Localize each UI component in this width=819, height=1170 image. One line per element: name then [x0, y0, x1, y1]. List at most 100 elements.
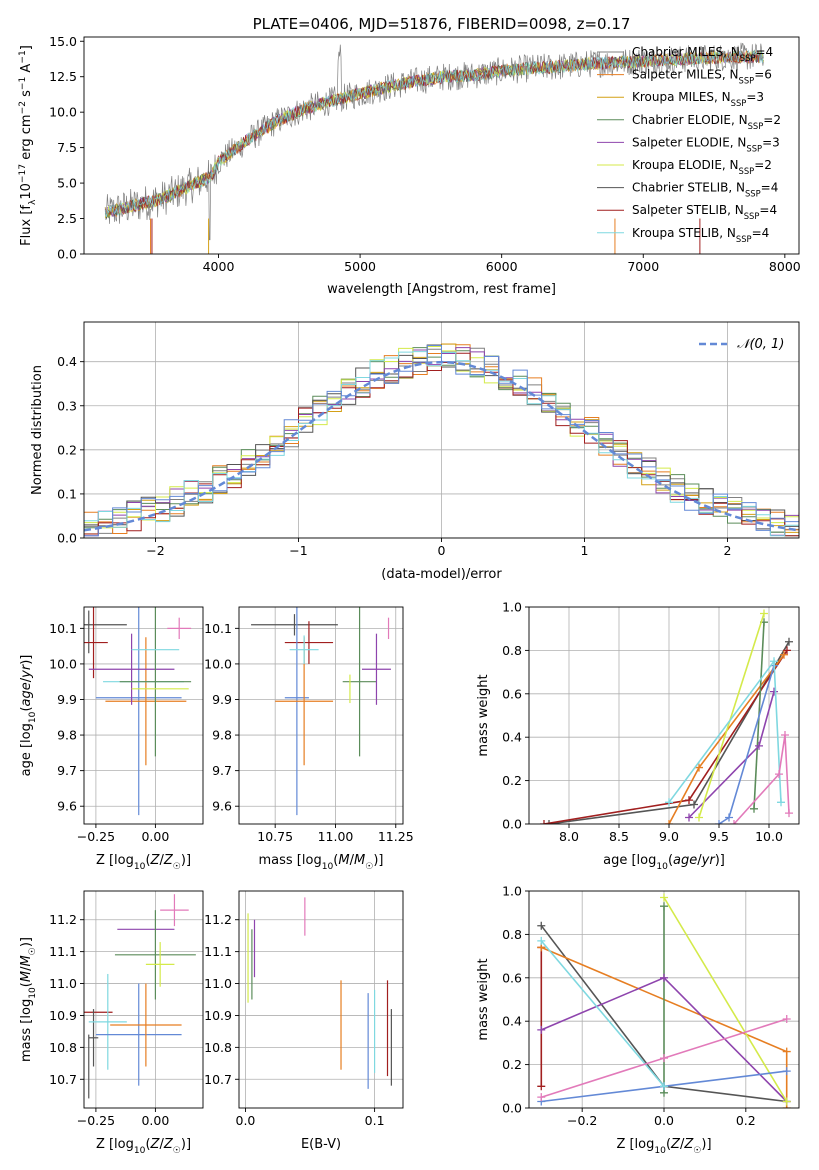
errorbar-point [160, 894, 189, 927]
x-tick-label: 0.1 [365, 1113, 385, 1128]
mass-weight-marker [685, 813, 693, 822]
x-tick-label: 9.5 [709, 829, 729, 844]
y-tick-label: 0.6 [502, 686, 522, 701]
errorbar-point [114, 910, 196, 1000]
mass-weight-marker [690, 800, 698, 809]
axes-frame [238, 890, 404, 1109]
x-axis-label: (data-model)/error [381, 567, 502, 582]
mass-weight-marker [782, 1097, 791, 1106]
x-tick-label: 9.0 [659, 829, 679, 844]
y-tick-label: 10.0 [204, 656, 232, 671]
errorbar-point [119, 607, 192, 757]
x-tick-label: −2 [146, 543, 164, 558]
mass-weight-marker [777, 798, 785, 807]
mass-weight-marker [781, 731, 789, 740]
y-tick-label: 11.0 [49, 976, 77, 991]
axes: −0.2 0.0 0.2 0.0 0.2 0.4 0.6 0.8 1.0 [502, 884, 800, 1128]
errorbar-point [362, 633, 391, 705]
errorbar-point [145, 942, 175, 987]
y-tick-label: 7.5 [57, 140, 77, 155]
x-tick-label: 0.2 [736, 1113, 756, 1128]
y-tick-label: 9.7 [212, 763, 232, 778]
chart-mass_vs_Z: −0.25 0.00 10.7 10.8 10.9 11.0 11.1 11.2 Z [log1… [19, 890, 204, 1156]
errorbar-point [84, 607, 108, 679]
y-tick-label: 10.8 [204, 1040, 232, 1055]
y-tick-label: 0.2 [502, 773, 522, 788]
y-tick-label: 1.0 [502, 884, 522, 899]
plot-area [239, 891, 403, 1108]
x-tick-label: 6000 [486, 259, 518, 274]
x-tick-label: 2 [724, 543, 732, 558]
legend-label: Chabrier ELODIE, NSSP=2 [632, 113, 781, 131]
mass-weight-marker [775, 770, 783, 779]
mass-weight-marker [665, 820, 673, 824]
mass-weight-marker [770, 687, 778, 696]
mass-weight-marker [695, 813, 703, 822]
x-tick-label: 0.0 [236, 1113, 256, 1128]
mass-weight-marker [782, 1067, 791, 1076]
errorbar-point [95, 983, 182, 1086]
x-tick-label: 7000 [627, 259, 659, 274]
mass-weight-marker [730, 820, 738, 824]
mass-weight-marker [760, 609, 768, 618]
chart-residuals: −2 −1 0 1 2 0.0 0.1 0.2 0.3 0.4 (data-model)/error… [30, 321, 800, 582]
axes: −0.25 0.00 9.6 9.7 9.8 9.9 10.0 10.1 [49, 606, 204, 844]
mass-weight-marker [537, 1025, 546, 1034]
y-tick-label: 11.2 [204, 912, 232, 927]
x-axis-label: Z [log10(Z/Z☉)] [96, 1137, 191, 1156]
mass-weight-marker [785, 637, 793, 646]
mass-weight-marker [660, 893, 668, 902]
y-tick-label: 0.2 [57, 442, 77, 457]
legend-label: Kroupa ELODIE, NSSP=2 [632, 158, 772, 176]
mass-weight-line [663, 897, 788, 1102]
y-tick-label: 9.6 [212, 799, 232, 814]
mass-weight-marker [750, 804, 758, 813]
legend-label: Salpeter MILES, NSSP=6 [632, 68, 772, 86]
mass-weight-marker [665, 798, 673, 807]
y-tick-label: 9.6 [57, 799, 77, 814]
y-tick-label: 10.1 [204, 621, 232, 636]
mass-weight-marker [770, 657, 778, 666]
errorbar-point [284, 621, 334, 664]
errorbar-point [289, 635, 319, 664]
errorbar-point [167, 617, 192, 640]
x-tick-label: 4000 [203, 259, 235, 274]
x-axis-label: E(B-V) [301, 1137, 341, 1152]
mass-weight-line [733, 734, 790, 824]
y-tick-label: 0.0 [57, 531, 77, 546]
mass-weight-marker [782, 1047, 791, 1056]
x-axis-label: wavelength [Angstrom, rest frame] [327, 282, 556, 297]
mass-weight-marker [715, 820, 723, 824]
y-tick-label: 9.9 [212, 692, 232, 707]
x-tick-label: 8.0 [559, 829, 579, 844]
y-tick-label: 10.1 [49, 621, 77, 636]
mass-weight-marker [783, 646, 791, 655]
errorbar-point [105, 637, 187, 766]
x-tick-label: 0.00 [141, 829, 169, 844]
mass-weight-line [698, 613, 765, 818]
mass-weight-marker [540, 820, 548, 824]
y-tick-label: 0.8 [502, 927, 522, 942]
legend-label: 𝒩(0, 1) [737, 337, 784, 352]
x-tick-label: 11.25 [378, 829, 414, 844]
plot-area [529, 891, 799, 1108]
y-tick-label: 11.1 [204, 944, 232, 959]
legend-label: Salpeter ELODIE, NSSP=3 [632, 135, 780, 153]
model-spectrum-line [104, 50, 764, 216]
x-tick-label: 1 [581, 543, 589, 558]
y-tick-label: 10.0 [49, 656, 77, 671]
plot-area [529, 607, 799, 824]
y-tick-label: 0.0 [57, 247, 77, 262]
x-tick-label: 0.0 [654, 1113, 674, 1128]
plot-area [104, 42, 764, 254]
mass-weight-marker [695, 763, 703, 772]
mass-weight-marker [755, 741, 763, 750]
y-tick-label: 10.9 [204, 1008, 232, 1023]
errorbar-point [110, 983, 182, 1067]
model-spectrum-line [104, 49, 764, 217]
y-axis-label: Flux [fλ10−17 erg cm−2 s−1 A−1] [18, 45, 38, 246]
y-tick-label: 0.1 [57, 486, 77, 501]
mass-weight-marker [537, 1093, 546, 1102]
mass-weight-marker [660, 1082, 668, 1091]
